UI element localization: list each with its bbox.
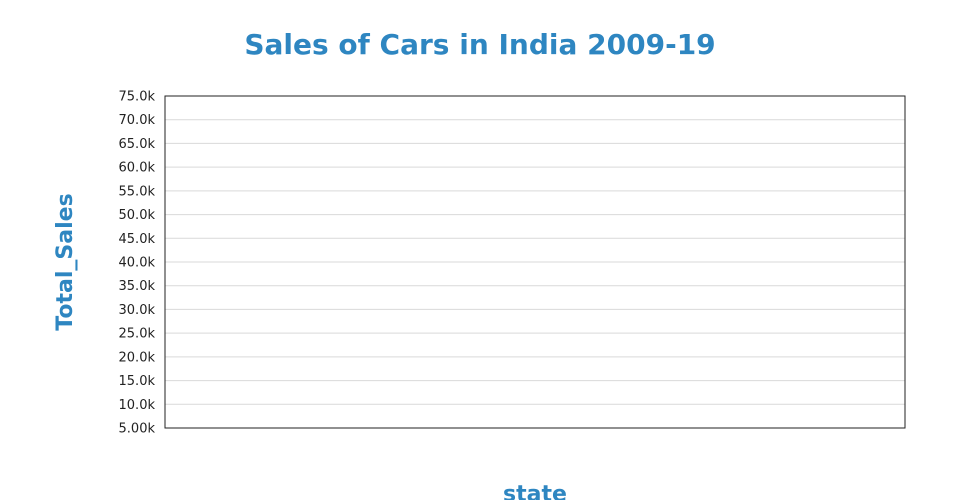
y-axis-title: Total_Sales	[53, 193, 78, 330]
y-axis-ticks: 75.0k 70.0k 65.0k 60.0k 55.0k 50.0k 45.0k 40.0k…	[119, 90, 156, 437]
y-tick-label: 30.0k	[119, 303, 156, 318]
y-tick-label: 40.0k	[119, 256, 156, 271]
y-tick-label: 75.0k	[119, 90, 156, 105]
y-tick-label: 70.0k	[119, 113, 156, 128]
y-tick-label: 65.0k	[119, 137, 156, 152]
plot-frame	[164, 95, 906, 429]
y-tick-label: 50.0k	[119, 208, 156, 223]
y-tick-label: 35.0k	[119, 279, 156, 294]
y-tick-label: 45.0k	[119, 232, 156, 247]
chart-title: Sales of Cars in India 2009-19	[244, 28, 715, 61]
gridlines	[165, 95, 905, 429]
y-tick-label: 20.0k	[119, 350, 156, 365]
y-tick-label: 15.0k	[119, 374, 156, 389]
y-tick-label: 60.0k	[119, 161, 156, 176]
y-tick-label: 55.0k	[119, 184, 156, 199]
x-axis-title: state	[503, 482, 567, 500]
y-tick-label: 10.0k	[119, 398, 156, 413]
y-tick-label: 25.0k	[119, 327, 156, 342]
y-tick-label: 5.00k	[119, 422, 156, 437]
